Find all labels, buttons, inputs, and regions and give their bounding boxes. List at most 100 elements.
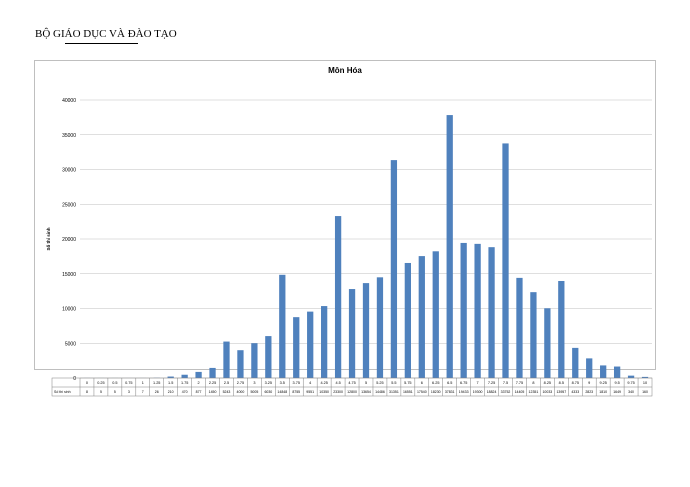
bar — [544, 308, 551, 378]
bar — [627, 375, 635, 378]
x-tick-label: 9.5 — [614, 381, 619, 385]
data-label: 4000 — [237, 390, 245, 394]
x-tick-label: 4.75 — [348, 381, 355, 385]
bar — [460, 242, 467, 378]
data-label: 3 — [128, 390, 130, 394]
data-label: 12351 — [529, 390, 539, 394]
bar — [251, 343, 258, 378]
x-tick-label: 1.25 — [153, 381, 160, 385]
bar — [600, 365, 607, 378]
data-label: 13654 — [361, 390, 371, 394]
data-label: 2823 — [585, 390, 593, 394]
data-label: 1649 — [613, 390, 621, 394]
x-tick-label: 3.5 — [280, 381, 285, 385]
bar — [572, 347, 579, 378]
x-tick-label: 0.75 — [125, 381, 132, 385]
data-label: 31351 — [389, 390, 399, 394]
x-tick-label: 0 — [86, 381, 88, 385]
data-label: 18230 — [431, 390, 441, 394]
bar — [237, 350, 244, 378]
data-label: 23300 — [333, 390, 343, 394]
data-label: 9551 — [306, 390, 314, 394]
x-tick-label: 7.75 — [516, 381, 523, 385]
bar — [362, 283, 370, 378]
x-tick-label: 4 — [309, 381, 311, 385]
x-tick-label: 9.25 — [599, 381, 606, 385]
y-tick-label: 5000 — [65, 341, 76, 347]
x-tick-label: 3 — [253, 381, 255, 385]
data-label: 17540 — [417, 390, 427, 394]
bar — [516, 277, 523, 378]
y-tick-label: 20000 — [62, 237, 76, 243]
y-tick-label: 35000 — [62, 133, 76, 139]
x-tick-label: 2.5 — [224, 381, 229, 385]
x-tick-label: 6 — [421, 381, 423, 385]
bar — [209, 367, 216, 378]
bar — [530, 292, 537, 378]
data-label: 13957 — [556, 390, 566, 394]
data-label: 7 — [142, 390, 144, 394]
chart-title: Môn Hóa — [328, 66, 362, 75]
data-label: 37831 — [445, 390, 455, 394]
data-label: 19433 — [459, 390, 469, 394]
x-tick-label: 3.75 — [293, 381, 300, 385]
x-tick-label: 1 — [142, 381, 144, 385]
x-tick-label: 1.5 — [168, 381, 173, 385]
data-label: 5 — [100, 390, 102, 394]
bar — [223, 341, 230, 378]
bar — [321, 306, 328, 378]
data-label: 5005 — [250, 390, 258, 394]
x-tick-label: 8.75 — [572, 381, 579, 385]
bar — [558, 280, 565, 378]
x-tick-label: 5.25 — [376, 381, 383, 385]
bar — [474, 243, 481, 378]
data-label: 5243 — [223, 390, 231, 394]
data-label: 340 — [628, 390, 634, 394]
x-tick-label: 9.75 — [627, 381, 634, 385]
bar — [404, 262, 411, 378]
data-label: 33752 — [501, 390, 511, 394]
header-underline — [65, 43, 138, 44]
bar — [641, 376, 649, 378]
data-label: 1810 — [599, 390, 607, 394]
data-label: 160 — [642, 390, 648, 394]
x-tick-label: 6.75 — [460, 381, 467, 385]
x-tick-label: 5.5 — [391, 381, 396, 385]
x-tick-label: 4.25 — [320, 381, 327, 385]
bar — [348, 289, 356, 378]
bar — [613, 366, 621, 378]
data-label: 16551 — [403, 390, 413, 394]
data-label: 19300 — [473, 390, 483, 394]
data-label: 8 — [86, 390, 88, 394]
x-tick-label: 8 — [532, 381, 534, 385]
bar — [307, 311, 314, 378]
bar — [167, 376, 174, 378]
data-label: 8755 — [292, 390, 300, 394]
data-label: 1450 — [209, 390, 217, 394]
x-tick-label: 7.25 — [488, 381, 495, 385]
data-label: 14848 — [277, 390, 287, 394]
bar — [586, 358, 593, 378]
x-tick-label: 9 — [588, 381, 590, 385]
y-tick-label: 10000 — [62, 307, 76, 313]
bar — [293, 317, 300, 378]
x-tick-label: 10 — [643, 381, 647, 385]
bar — [376, 277, 384, 378]
bar — [279, 274, 286, 378]
data-label: 10033 — [542, 390, 552, 394]
bar — [418, 256, 425, 378]
data-label: 10350 — [319, 390, 329, 394]
data-label: 14486 — [375, 390, 385, 394]
chart-frame — [34, 60, 656, 370]
x-tick-label: 5.75 — [404, 381, 411, 385]
x-tick-label: 2 — [198, 381, 200, 385]
x-tick-label: 2.75 — [237, 381, 244, 385]
bar — [195, 371, 202, 378]
bar — [181, 374, 188, 378]
bar — [432, 251, 439, 378]
data-label: 470 — [182, 390, 188, 394]
x-tick-label: 0.5 — [112, 381, 117, 385]
bar — [334, 216, 342, 378]
x-tick-label: 6.5 — [447, 381, 452, 385]
y-tick-label: 25000 — [62, 202, 76, 208]
